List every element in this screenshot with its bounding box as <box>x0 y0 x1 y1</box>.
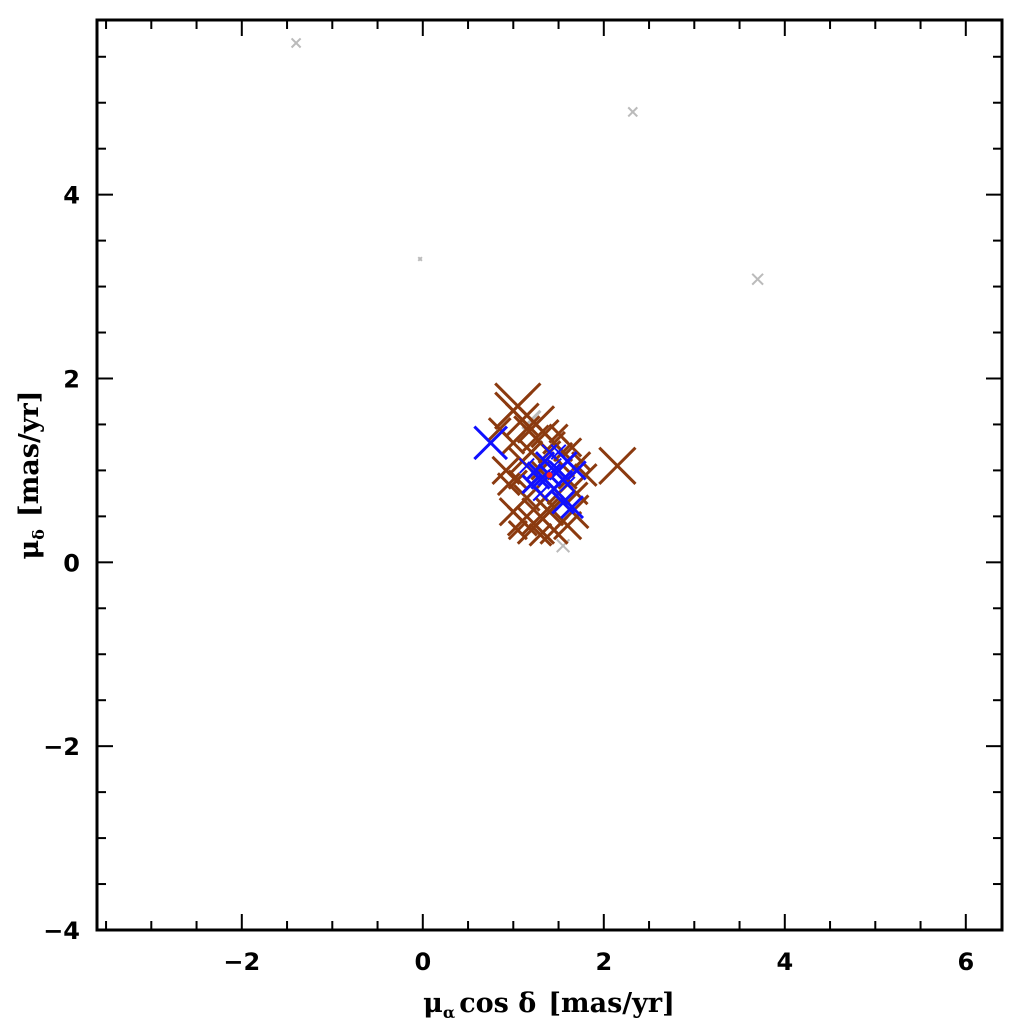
data-point-cross <box>507 469 528 490</box>
x-tick-label: 6 <box>957 948 974 976</box>
data-point-cross <box>290 37 302 49</box>
data-point-cross <box>556 538 571 553</box>
data-points <box>290 37 764 553</box>
y-tick-label: −4 <box>43 917 80 945</box>
y-tick-label: 2 <box>63 365 80 393</box>
data-point-cross <box>548 423 569 444</box>
x-axis-label: μα cos δ [mas/yr] <box>423 988 675 1022</box>
data-point-cross <box>543 478 565 499</box>
x-tick-label: −2 <box>223 948 260 976</box>
axis-ticks <box>97 20 1002 931</box>
data-point-cross <box>751 273 764 286</box>
data-point-cross <box>519 440 544 464</box>
data-point-cross <box>473 425 509 461</box>
tick-labels: −2 0 2 4 6 −4 −2 0 2 4 <box>43 182 974 976</box>
y-tick-label: −2 <box>43 733 80 761</box>
data-point-cross <box>504 402 540 438</box>
y-tick-label: 4 <box>63 182 80 210</box>
data-point-cross <box>534 451 556 472</box>
x-tick-label: 4 <box>776 948 793 976</box>
data-point-cross <box>518 457 535 474</box>
y-tick-label: 0 <box>63 549 80 577</box>
data-point-dot <box>546 472 553 478</box>
data-point-cross <box>546 457 562 474</box>
x-tick-label: 0 <box>414 948 431 976</box>
data-point-cross <box>627 106 638 118</box>
data-point-cross <box>487 417 512 441</box>
data-point-cross <box>417 256 423 262</box>
y-axis-label: μδ[mas/yr] <box>14 390 48 559</box>
data-point-cross <box>513 415 541 443</box>
plot-frame <box>95 18 1004 932</box>
data-point-cross <box>528 522 553 547</box>
data-point-cross <box>560 495 585 520</box>
data-point-cross <box>507 520 528 541</box>
x-tick-label: 2 <box>595 948 612 976</box>
data-point-cross <box>550 444 567 460</box>
data-point-cross <box>532 485 549 502</box>
data-point-cross <box>598 446 637 485</box>
data-point-cross <box>566 460 587 481</box>
data-point-cross <box>559 476 576 493</box>
